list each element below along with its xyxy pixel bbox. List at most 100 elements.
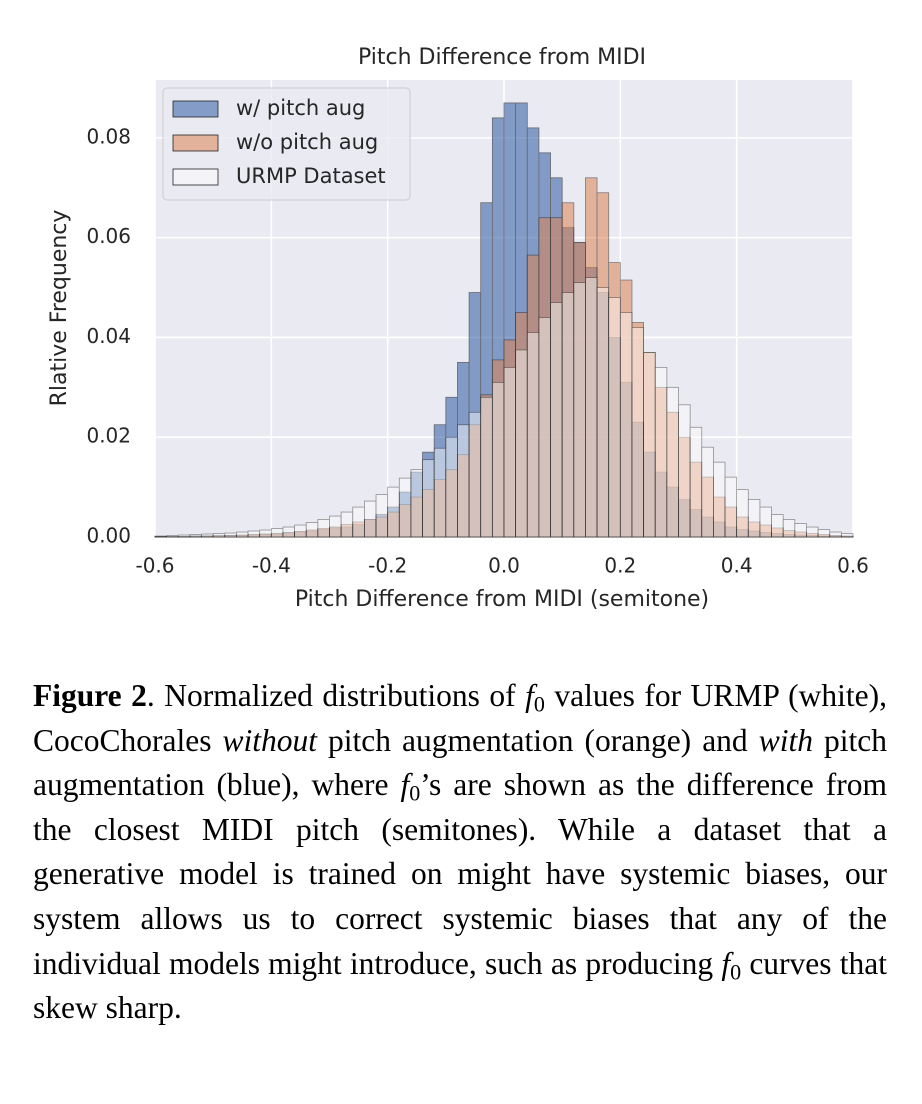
histogram-bar: [550, 302, 563, 538]
x-tick-label: -0.4: [252, 554, 291, 578]
histogram-bar: [713, 461, 726, 538]
histogram-bar: [759, 506, 772, 538]
histogram-bar: [282, 526, 296, 538]
chart: Pitch Difference from MIDI Pitch Differe…: [47, 45, 869, 612]
histogram-bar: [445, 436, 458, 538]
histogram-bar: [654, 366, 668, 538]
histogram-bar: [236, 531, 249, 538]
histogram-bar: [573, 282, 586, 538]
caption-math: f: [400, 767, 410, 803]
histogram-bar: [387, 486, 400, 538]
histogram-bar: [724, 476, 738, 538]
x-tick-label: 0.6: [837, 554, 869, 578]
histogram-bar: [794, 523, 807, 538]
histogram-bar: [747, 499, 761, 538]
caption-emphasis: with: [758, 722, 813, 758]
legend-label: w/o pitch aug: [236, 130, 378, 154]
histogram-bar: [585, 277, 598, 538]
histogram-bar: [189, 534, 202, 538]
x-tick-label: -0.2: [368, 554, 407, 578]
histogram-bar: [526, 332, 540, 538]
histogram-bar: [340, 511, 354, 538]
histogram-bar: [771, 514, 784, 538]
histogram-bar: [457, 424, 470, 538]
caption-math: f: [525, 678, 534, 713]
x-tick-label: 0.2: [604, 554, 636, 578]
histogram-bar: [701, 446, 714, 538]
histogram-bar: [294, 524, 307, 538]
histogram-bar: [631, 327, 645, 538]
y-tick-label: 0.08: [86, 124, 131, 148]
caption-math: f: [721, 945, 731, 981]
legend-swatch: [172, 134, 219, 152]
histogram-bar: [433, 447, 447, 538]
histogram-bar: [736, 489, 749, 538]
x-tick-label: 0.0: [488, 554, 520, 578]
histogram-bar: [840, 535, 854, 538]
histogram-bar: [247, 530, 261, 538]
histogram-bar: [363, 500, 377, 538]
chart-title: Pitch Difference from MIDI: [358, 45, 646, 70]
caption-text: values for URMP (white), CocoChorales: [33, 678, 887, 758]
histogram-bar: [201, 533, 214, 538]
y-tick-label: 0.02: [86, 424, 131, 448]
x-axis-label: Pitch Difference from MIDI (semitone): [295, 587, 709, 612]
histogram-bar: [619, 312, 633, 538]
histogram-bar: [224, 532, 237, 538]
histogram-bar: [398, 477, 412, 538]
histogram-bar: [666, 386, 679, 538]
caption-text: pitch augmentation (orange) and: [317, 722, 759, 758]
histogram-bar: [212, 533, 226, 538]
histogram-bar: [806, 526, 819, 538]
y-tick-label: 0.06: [86, 224, 131, 248]
histogram-bar: [643, 352, 656, 538]
histogram-bar: [782, 519, 796, 538]
histogram-bar: [829, 531, 842, 538]
histogram-bar: [480, 396, 493, 538]
histogram-bar: [491, 381, 505, 538]
histogram-bar: [177, 534, 191, 538]
histogram-bar: [817, 529, 831, 538]
caption-math: 0: [409, 780, 421, 806]
caption-text: pitch augmentation (blue), where: [33, 722, 887, 803]
histogram-bar: [678, 404, 691, 538]
histogram-bar: [305, 522, 319, 538]
y-tick-label: 0.04: [86, 324, 131, 348]
caption-text: ’s are shown as the difference from the …: [33, 767, 887, 981]
histogram-bar: [468, 411, 482, 538]
y-tick-label: 0.00: [86, 524, 131, 548]
series: [154, 277, 854, 538]
histogram-bar: [329, 515, 342, 538]
histogram-bar: [689, 426, 703, 538]
caption-text: curves that skew sharp.: [33, 945, 887, 1026]
series: [154, 177, 854, 538]
histogram-bar: [422, 459, 435, 538]
caption-text: . Normalized distributions of: [146, 678, 526, 713]
histogram-bar: [538, 317, 551, 538]
x-tick-label: 0.4: [721, 554, 753, 578]
legend-box: [162, 87, 411, 201]
histogram-bar: [515, 349, 528, 538]
y-axis-label: Rlative Frequency: [47, 210, 72, 407]
histogram-bar: [375, 494, 389, 538]
legend-label: URMP Dataset: [236, 164, 386, 188]
histogram-bar: [561, 292, 575, 538]
histogram-bar: [410, 469, 423, 538]
x-tick-label: -0.6: [135, 554, 174, 578]
caption-math: 0: [730, 959, 742, 985]
histogram-bar: [166, 535, 179, 538]
caption-math: 0: [533, 691, 545, 717]
histogram-bar: [259, 529, 272, 538]
caption-emphasis: without: [222, 722, 317, 758]
histogram-bar: [503, 366, 517, 538]
histogram-bar: [352, 506, 365, 538]
legend-swatch: [172, 168, 219, 186]
histogram-bar: [840, 533, 854, 538]
caption-label: Figure 2: [33, 678, 147, 713]
legend-label: w/ pitch aug: [236, 96, 365, 120]
histogram-bar: [608, 297, 621, 538]
histogram-bar: [317, 519, 330, 538]
figure-caption: Figure 2. Normalized distributions of f0…: [33, 674, 887, 1031]
legend-swatch: [172, 100, 219, 118]
